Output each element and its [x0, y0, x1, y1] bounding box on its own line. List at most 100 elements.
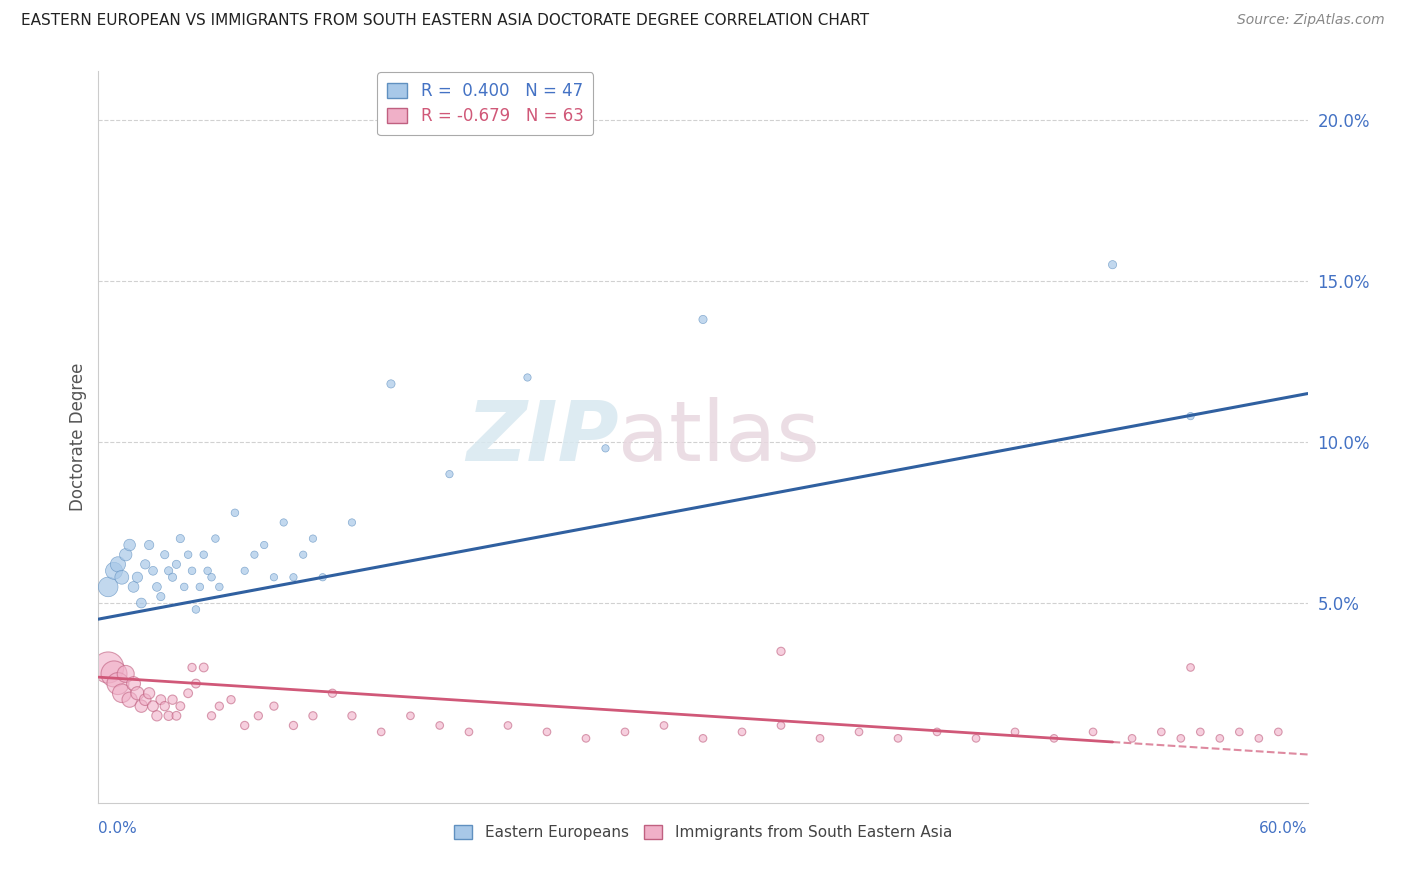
Point	[292, 548, 315, 562]
Point	[312, 570, 335, 584]
Point	[887, 731, 910, 746]
Point	[204, 532, 226, 546]
Point	[283, 718, 305, 732]
Point	[111, 570, 134, 584]
Point	[243, 548, 266, 562]
Point	[146, 708, 169, 723]
Point	[165, 708, 187, 723]
Point	[107, 558, 129, 572]
Point	[200, 570, 222, 584]
Text: Source: ZipAtlas.com: Source: ZipAtlas.com	[1237, 13, 1385, 28]
Point	[516, 370, 538, 384]
Point	[925, 725, 948, 739]
Point	[193, 548, 215, 562]
Point	[769, 718, 792, 732]
Point	[107, 676, 129, 690]
Point	[138, 686, 160, 700]
Point	[302, 532, 325, 546]
Point	[283, 570, 305, 584]
Point	[219, 692, 242, 706]
Point	[575, 731, 598, 746]
Point	[122, 580, 145, 594]
Point	[97, 580, 120, 594]
Point	[114, 667, 136, 681]
Point	[169, 699, 191, 714]
Point	[118, 538, 141, 552]
Point	[848, 725, 870, 739]
Point	[429, 718, 451, 732]
Legend: Eastern Europeans, Immigrants from South Eastern Asia: Eastern Europeans, Immigrants from South…	[449, 819, 957, 847]
Point	[118, 692, 141, 706]
Point	[111, 686, 134, 700]
Point	[169, 532, 191, 546]
Point	[153, 699, 176, 714]
Point	[131, 699, 153, 714]
Point	[114, 548, 136, 562]
Text: 0.0%: 0.0%	[98, 821, 138, 836]
Text: atlas: atlas	[619, 397, 820, 477]
Point	[97, 660, 120, 674]
Point	[181, 564, 204, 578]
Point	[1247, 731, 1270, 746]
Point	[1004, 725, 1026, 739]
Point	[965, 731, 987, 746]
Point	[184, 676, 207, 690]
Point	[302, 708, 325, 723]
Point	[184, 602, 207, 616]
Point	[370, 725, 392, 739]
Point	[200, 708, 222, 723]
Point	[273, 516, 295, 530]
Point	[340, 516, 363, 530]
Point	[1170, 731, 1192, 746]
Point	[340, 708, 363, 723]
Point	[197, 564, 219, 578]
Text: ZIP: ZIP	[465, 397, 619, 477]
Point	[131, 596, 153, 610]
Point	[692, 731, 714, 746]
Point	[162, 692, 184, 706]
Point	[224, 506, 246, 520]
Point	[103, 564, 125, 578]
Point	[263, 570, 285, 584]
Point	[142, 699, 165, 714]
Point	[496, 718, 519, 732]
Point	[157, 708, 180, 723]
Point	[692, 312, 714, 326]
Point	[103, 667, 125, 681]
Point	[138, 538, 160, 552]
Point	[134, 692, 156, 706]
Point	[263, 699, 285, 714]
Point	[595, 442, 617, 456]
Point	[208, 580, 231, 594]
Point	[439, 467, 461, 482]
Point	[149, 692, 172, 706]
Point	[614, 725, 637, 739]
Point	[157, 564, 180, 578]
Point	[458, 725, 481, 739]
Point	[399, 708, 422, 723]
Point	[253, 538, 276, 552]
Point	[1101, 258, 1123, 272]
Y-axis label: Doctorate Degree: Doctorate Degree	[69, 363, 87, 511]
Point	[1180, 409, 1202, 424]
Point	[1209, 731, 1232, 746]
Point	[808, 731, 831, 746]
Point	[536, 725, 558, 739]
Point	[380, 376, 402, 391]
Point	[146, 580, 169, 594]
Point	[165, 558, 187, 572]
Point	[134, 558, 156, 572]
Point	[177, 686, 200, 700]
Point	[208, 699, 231, 714]
Point	[1121, 731, 1143, 746]
Point	[193, 660, 215, 674]
Point	[162, 570, 184, 584]
Point	[127, 570, 149, 584]
Point	[127, 686, 149, 700]
Text: 60.0%: 60.0%	[1260, 821, 1308, 836]
Point	[1081, 725, 1104, 739]
Text: EASTERN EUROPEAN VS IMMIGRANTS FROM SOUTH EASTERN ASIA DOCTORATE DEGREE CORRELAT: EASTERN EUROPEAN VS IMMIGRANTS FROM SOUT…	[21, 13, 869, 29]
Point	[177, 548, 200, 562]
Point	[149, 590, 172, 604]
Point	[188, 580, 211, 594]
